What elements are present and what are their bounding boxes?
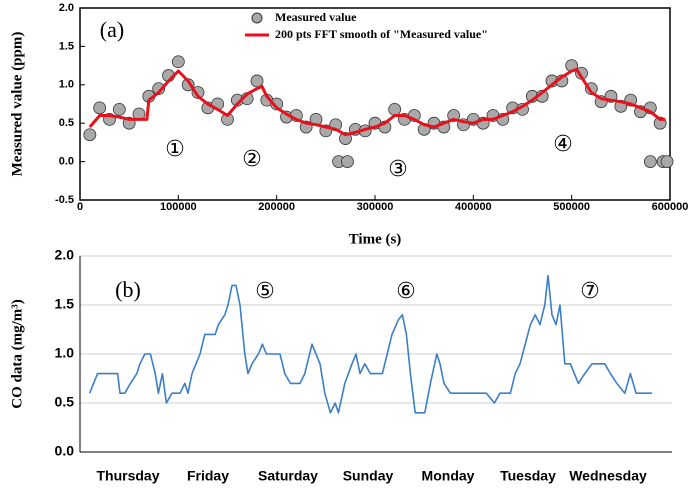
y-tick-label: 1.0 <box>55 345 75 361</box>
legend-label: 200 pts FFT smooth of "Measured value" <box>275 27 488 41</box>
annotation: ⑥ <box>396 279 416 304</box>
x-tick-label: Sunday <box>343 468 394 484</box>
annotation: ⑦ <box>580 279 600 304</box>
data-line <box>88 274 652 414</box>
plot-frame <box>79 7 671 201</box>
annotation: ② <box>242 147 262 172</box>
x-axis-label: Time (s) <box>349 231 402 247</box>
x-tick-label: Monday <box>422 468 475 484</box>
y-tick-label: 0.5 <box>59 117 74 129</box>
x-tick-label: Saturday <box>258 468 318 484</box>
annotation: ④ <box>553 132 573 157</box>
data-point <box>93 101 107 115</box>
data-line <box>88 67 666 137</box>
x-tick-label: 100000 <box>160 201 197 213</box>
y-tick-label: 0.0 <box>59 156 74 168</box>
data-point <box>171 55 185 69</box>
data-point <box>643 155 657 169</box>
data-point <box>339 132 352 145</box>
data-point <box>447 109 461 122</box>
x-tick-label: 300000 <box>357 201 394 213</box>
data-point <box>388 102 402 116</box>
annotation: ⑤ <box>255 279 275 304</box>
data-point <box>660 155 674 169</box>
panel-label: (a) <box>100 17 124 42</box>
x-tick-label: 500000 <box>553 201 590 213</box>
x-tick-label: 0 <box>77 201 83 213</box>
annotation: ③ <box>388 157 408 182</box>
y-axis-label: CO data (mg/m³) <box>9 299 25 408</box>
x-tick-label: 600000 <box>652 201 689 213</box>
y-tick-label: 1.0 <box>59 79 74 91</box>
y-tick-label: 0.0 <box>55 443 75 459</box>
y-tick-label: 1.5 <box>55 296 75 312</box>
data-point <box>112 102 126 116</box>
x-tick-label: Wednesday <box>569 468 647 484</box>
data-point <box>83 128 97 142</box>
legend-label: Measured value <box>275 10 357 24</box>
x-tick-label: Friday <box>187 468 229 484</box>
y-tick-label: 1.5 <box>59 40 74 52</box>
x-tick-label: 200000 <box>258 201 295 213</box>
y-axis-label: Measured value (ppm) <box>9 32 25 177</box>
y-tick-label: 2.0 <box>59 2 74 14</box>
y-tick-label: 0.5 <box>55 394 75 410</box>
x-tick-label: 400000 <box>455 201 492 213</box>
data-point <box>270 97 284 111</box>
x-tick-label: Thursday <box>96 468 159 484</box>
y-tick-label: 2.0 <box>55 247 75 263</box>
data-point <box>152 82 166 96</box>
panel-label: (b) <box>115 277 141 302</box>
legend-marker <box>251 12 263 24</box>
y-tick-label: -0.5 <box>55 194 74 206</box>
annotation: ① <box>165 137 185 162</box>
x-tick-label: Tuesday <box>500 468 556 484</box>
data-point <box>341 155 354 169</box>
